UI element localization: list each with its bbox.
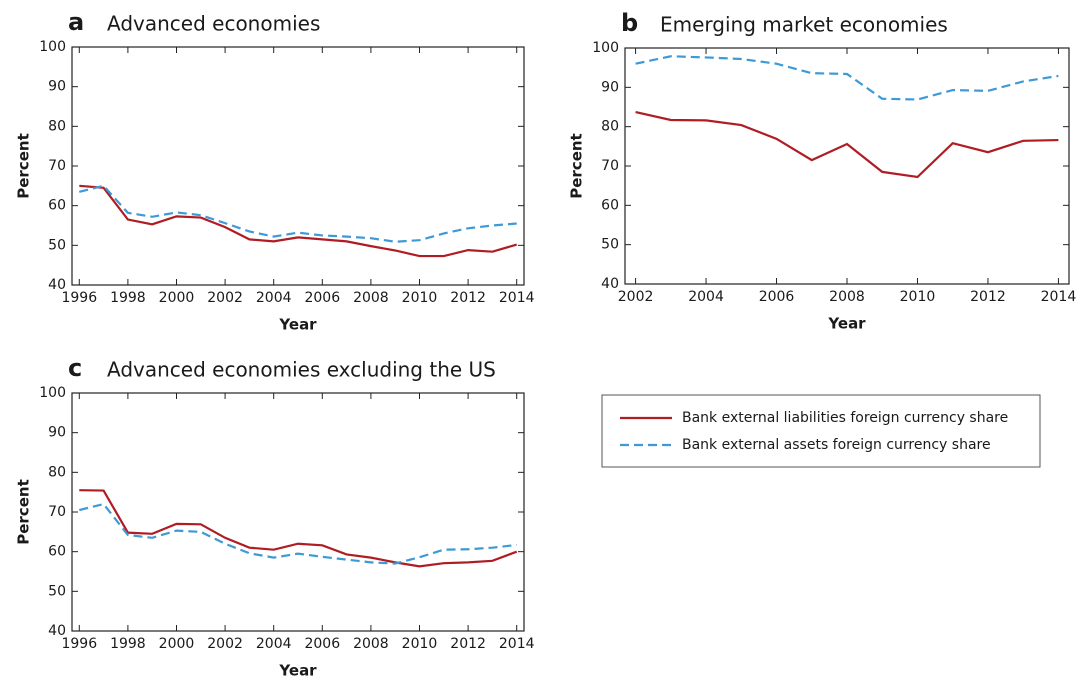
y-tick-label: 80 [601,119,619,135]
x-tick-label: 2012 [450,636,486,652]
x-tick-label: 2004 [688,289,724,305]
y-tick-label: 90 [601,79,619,95]
y-axis-label: Percent [15,479,33,544]
x-tick-label: 2010 [402,636,438,652]
panel-letter: b [621,9,638,37]
x-tick-label: 2006 [759,289,795,305]
x-tick-label: 2012 [970,289,1006,305]
x-tick-label: 2006 [304,636,340,652]
x-axis-label: Year [827,315,866,333]
y-axis-label: Percent [15,133,33,198]
y-tick-label: 70 [48,158,66,174]
x-tick-label: 2006 [304,290,340,306]
series-line [635,111,1059,179]
series-line [79,502,517,565]
series-line [79,184,517,243]
x-tick-label: 2002 [207,290,243,306]
y-tick-label: 100 [39,39,66,55]
series-line [635,55,1059,101]
legend-label: Bank external liabilities foreign curren… [682,410,1008,426]
y-tick-label: 60 [601,197,619,213]
x-tick-label: 1998 [110,290,146,306]
legend-box [601,394,1041,468]
y-tick-label: 90 [48,425,66,441]
x-tick-label: 2002 [207,636,243,652]
panel-letter: c [68,354,82,382]
y-axis-label: Percent [568,133,586,198]
y-tick-label: 80 [48,118,66,134]
x-axis-label: Year [278,662,317,680]
x-axis-label: Year [278,316,317,334]
x-tick-label: 2004 [256,636,292,652]
x-tick-label: 2014 [499,290,535,306]
y-tick-label: 100 [592,40,619,56]
x-tick-label: 2014 [1041,289,1077,305]
x-tick-label: 2010 [402,290,438,306]
legend-label: Bank external assets foreign currency sh… [682,437,991,453]
x-tick-label: 1996 [61,290,97,306]
panel-title: Advanced economies excluding the US [107,358,496,382]
x-tick-label: 2012 [450,290,486,306]
y-tick-label: 60 [48,198,66,214]
x-tick-label: 2000 [159,290,195,306]
y-tick-label: 60 [48,544,66,560]
x-tick-label: 2000 [159,636,195,652]
y-tick-label: 80 [48,464,66,480]
y-tick-label: 100 [39,385,66,401]
x-tick-label: 2010 [900,289,936,305]
y-tick-label: 40 [48,623,66,639]
x-tick-label: 2008 [353,290,389,306]
panel-title: Emerging market economies [660,13,948,37]
x-tick-label: 2008 [353,636,389,652]
y-tick-label: 40 [48,277,66,293]
x-tick-label: 2004 [256,290,292,306]
x-tick-label: 1996 [61,636,97,652]
series-line [79,489,518,568]
y-tick-label: 90 [48,79,66,95]
plot-frame [71,392,525,632]
y-tick-label: 70 [48,504,66,520]
x-tick-label: 1998 [110,636,146,652]
y-tick-label: 40 [601,276,619,292]
panel-letter: a [68,8,84,36]
x-tick-label: 2008 [829,289,865,305]
plot-frame [71,46,525,286]
y-tick-label: 50 [48,583,66,599]
x-tick-label: 2014 [499,636,535,652]
y-tick-label: 50 [48,237,66,253]
series-line [79,184,518,258]
x-tick-label: 2002 [618,289,654,305]
y-tick-label: 70 [601,158,619,174]
plot-frame [624,47,1070,285]
panel-title: Advanced economies [107,12,320,36]
y-tick-label: 50 [601,237,619,253]
